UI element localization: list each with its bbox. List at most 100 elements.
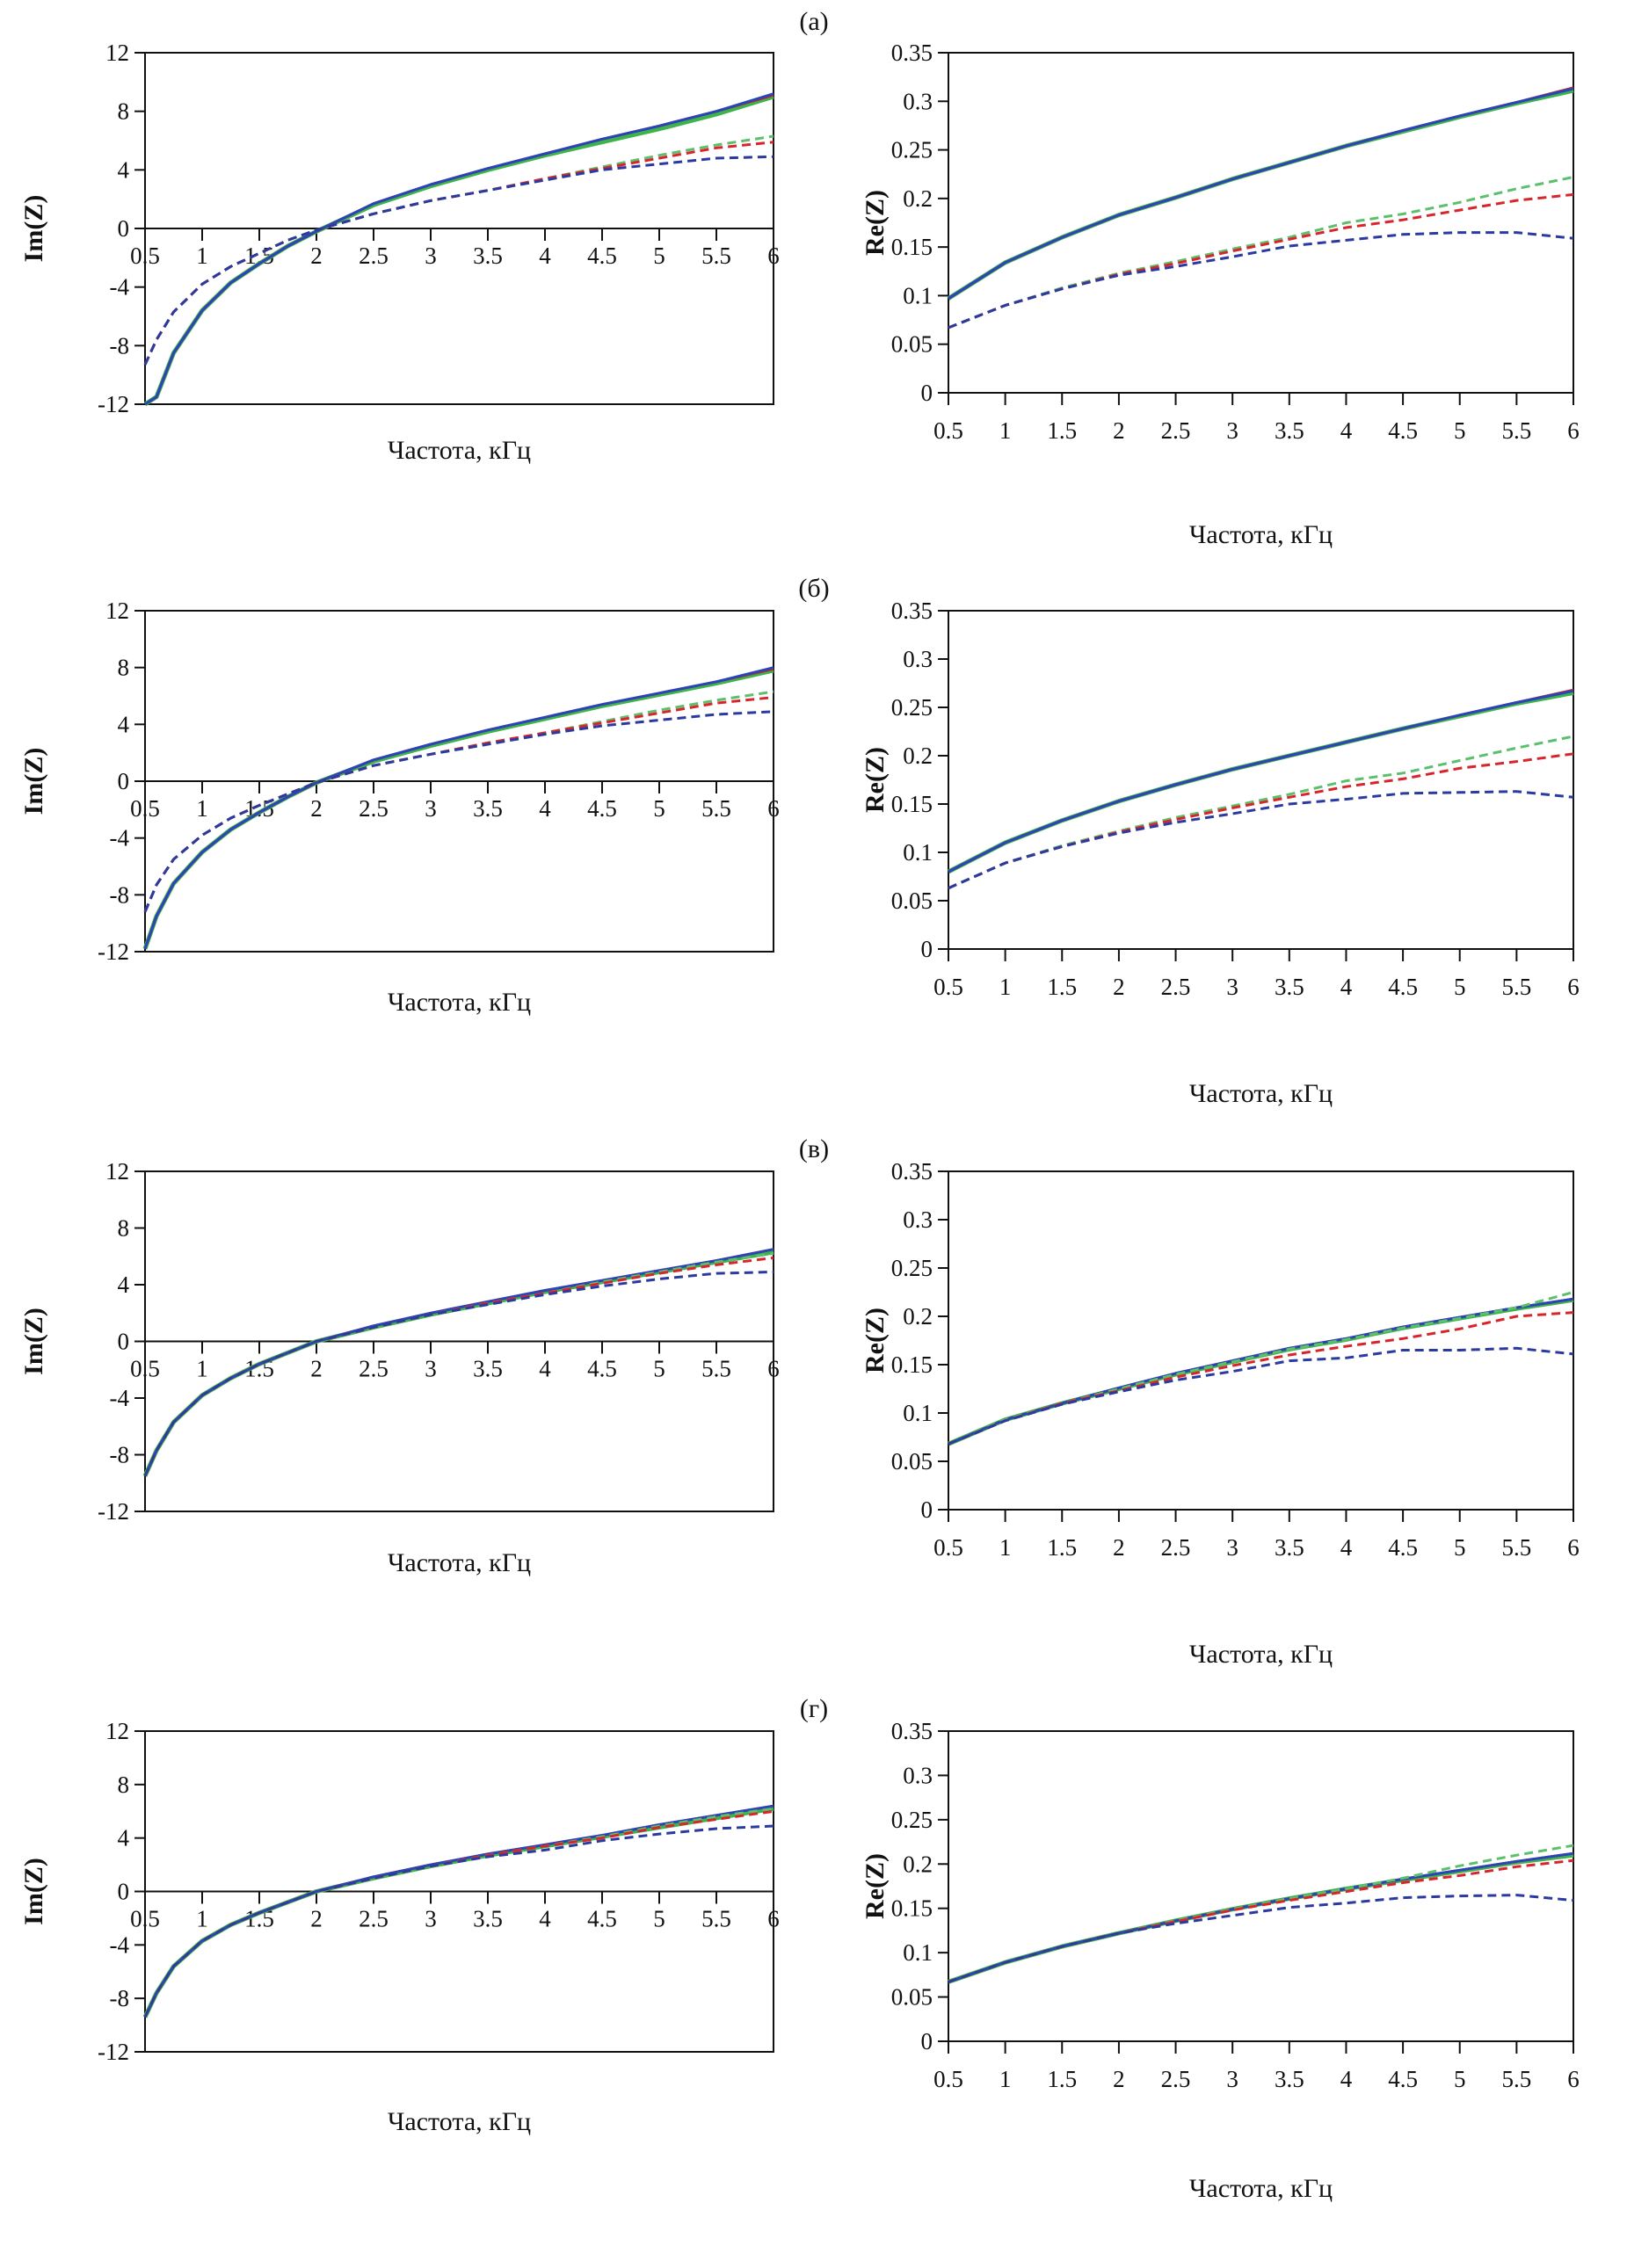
- x-tick-label: 1.5: [1047, 417, 1077, 444]
- x-tick-label: 3: [1226, 2066, 1238, 2092]
- plot-frame: [948, 52, 1574, 394]
- y-tick-label: 0.25: [891, 1255, 933, 1281]
- x-tick-label: 4.5: [1388, 974, 1418, 1000]
- x-tick-label: 0.5: [130, 795, 160, 822]
- y-tick-label: -4: [110, 1385, 130, 1411]
- series-line-blue-dashed: [143, 710, 774, 913]
- x-tick-label: 0.5: [933, 2066, 963, 2092]
- x-tick-label: 5: [1454, 1534, 1466, 1561]
- x-tick-label: 4.5: [1388, 2066, 1418, 2092]
- x-tick-label: 4.5: [587, 1356, 617, 1382]
- x-tick-label: 0.5: [933, 974, 963, 1000]
- x-axis-title: Частота, кГц: [1189, 520, 1333, 549]
- x-tick-label: 0.5: [933, 417, 963, 444]
- y-tick-label: 12: [105, 1718, 129, 1744]
- y-tick-label: -12: [98, 2039, 129, 2065]
- y-tick-label: 12: [105, 598, 129, 624]
- x-tick-label: 4: [1340, 417, 1353, 444]
- y-tick-label: 0: [118, 1329, 130, 1355]
- y-tick-label: 0.15: [891, 234, 933, 260]
- x-tick-label: 6: [1567, 1534, 1580, 1561]
- y-tick-label: 8: [118, 1772, 130, 1798]
- x-tick-label: 4: [539, 243, 551, 269]
- x-tick-label: 5: [653, 1906, 665, 1932]
- x-tick-label: 5: [653, 795, 665, 822]
- y-tick-label: 4: [118, 156, 130, 183]
- y-tick-label: 0: [921, 2028, 933, 2054]
- series-line-green-dashed: [948, 1291, 1574, 1446]
- y-tick-label: -8: [110, 1985, 130, 2011]
- y-tick-label: 0.1: [903, 1400, 933, 1426]
- y-tick-label: 0.3: [903, 1206, 933, 1233]
- x-tick-label: 1: [999, 2066, 1012, 2092]
- x-tick-label: 4.5: [1388, 417, 1418, 444]
- y-tick-label: 0.15: [891, 1351, 933, 1378]
- x-axis-title: Частота, кГц: [1189, 1640, 1333, 1669]
- x-tick-label: 3: [425, 243, 437, 269]
- x-tick-label: 2.5: [359, 795, 389, 822]
- x-axis-title: Частота, кГц: [388, 988, 531, 1017]
- x-tick-label: 4: [1340, 974, 1353, 1000]
- x-tick-label: 3: [1226, 417, 1238, 444]
- x-tick-label: 6: [1567, 974, 1580, 1000]
- x-tick-label: 5.5: [1501, 417, 1531, 444]
- x-axis-title: Частота, кГц: [388, 1548, 531, 1577]
- x-tick-label: 4: [539, 795, 551, 822]
- y-tick-label: 0.2: [903, 743, 933, 769]
- y-tick-label: -12: [98, 938, 129, 965]
- x-axis-title: Частота, кГц: [1189, 1079, 1333, 1108]
- series-line-green-dashed: [948, 1844, 1574, 1983]
- x-tick-label: 5: [1454, 417, 1466, 444]
- x-tick-label: 1.5: [1047, 1534, 1077, 1561]
- y-tick-label: 4: [118, 1825, 130, 1851]
- y-tick-label: 0.3: [903, 1762, 933, 1788]
- x-tick-label: 2: [1113, 974, 1125, 1000]
- y-tick-label: 0: [118, 768, 130, 794]
- x-tick-label: 2.5: [1161, 417, 1191, 444]
- x-tick-label: 3.5: [473, 795, 503, 822]
- x-tick-label: 5.5: [701, 1906, 731, 1932]
- y-axis-title: Im(Z): [19, 748, 48, 815]
- panel-label-d: (г): [800, 1694, 828, 1723]
- y-tick-label: 0.2: [903, 1851, 933, 1877]
- series-line-blue-solid: [948, 689, 1574, 873]
- y-tick-label: 0: [921, 936, 933, 962]
- y-tick-label: -8: [110, 1442, 130, 1468]
- x-tick-label: 1: [196, 795, 208, 822]
- chart-rez-7: 0 0.05 0.1 0.15 0.2 0.25 0.3 0.35 0.5 1 1.5 2 2.5 3 3.…: [861, 1718, 1580, 2203]
- y-tick-label: 0.35: [891, 1158, 933, 1185]
- x-tick-label: 0.5: [933, 1534, 963, 1561]
- y-tick-label: 0.2: [903, 185, 933, 212]
- y-tick-label: -4: [110, 274, 130, 301]
- y-tick-label: 0.05: [891, 331, 933, 358]
- panel-label-a: (а): [799, 7, 828, 36]
- series-line-blue-solid: [948, 87, 1574, 300]
- x-tick-label: 0.5: [130, 1906, 160, 1932]
- series-line-red-dashed: [948, 1311, 1574, 1446]
- x-tick-label: 0.5: [130, 1356, 160, 1382]
- y-tick-label: -8: [110, 881, 130, 908]
- y-axis-title: Re(Z): [861, 190, 890, 256]
- x-tick-label: 5: [1454, 974, 1466, 1000]
- y-tick-label: 0: [921, 1496, 933, 1523]
- series-line-blue-dashed: [143, 1824, 774, 2018]
- series-line-green-dashed: [948, 735, 1574, 890]
- series-line-blue-dashed: [143, 155, 774, 366]
- y-tick-label: 0.1: [903, 1939, 933, 1966]
- x-tick-label: 3.5: [473, 243, 503, 269]
- x-axis-title: Частота, кГц: [388, 2107, 531, 2136]
- y-tick-label: 4: [118, 711, 130, 737]
- x-tick-label: 2: [1113, 2066, 1125, 2092]
- y-tick-label: 0.2: [903, 1303, 933, 1330]
- x-tick-label: 5: [1454, 2066, 1466, 2092]
- x-tick-label: 2.5: [359, 1356, 389, 1382]
- x-tick-label: 4.5: [587, 243, 617, 269]
- y-tick-label: 0.1: [903, 282, 933, 308]
- y-tick-label: 0.05: [891, 1448, 933, 1475]
- series-line-green-dashed: [948, 176, 1574, 330]
